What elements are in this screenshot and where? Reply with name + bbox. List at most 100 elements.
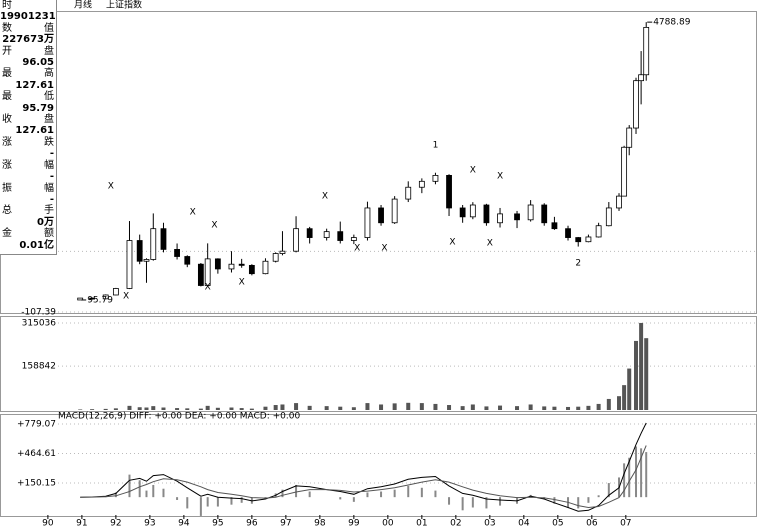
volume-bar	[103, 408, 108, 410]
info-value: 96.05	[22, 57, 54, 69]
x-tick-label: 02	[450, 519, 461, 528]
candle-body	[262, 260, 269, 275]
info-value: -	[49, 171, 54, 183]
candle-body	[459, 207, 466, 218]
candle-body	[279, 250, 286, 254]
info-value: 227673万	[2, 34, 54, 46]
x-tick-label: 96	[246, 519, 258, 528]
info-label: 振幅	[2, 182, 54, 194]
candle-body	[514, 213, 520, 221]
annotation: X	[487, 239, 493, 249]
x-tick-label: 95	[212, 519, 223, 528]
volume-bar	[249, 408, 254, 410]
candle-body	[197, 263, 204, 286]
volume-bar	[576, 406, 581, 410]
volume-bar	[406, 402, 411, 410]
candle-body	[469, 204, 476, 218]
annotation: X	[205, 282, 211, 292]
candle-body	[595, 225, 602, 238]
volume-bar	[419, 403, 424, 410]
info-value: -	[49, 193, 54, 205]
volume-bar	[215, 407, 220, 410]
candle-body	[483, 204, 490, 224]
candle-body	[643, 26, 650, 76]
volume-bar	[617, 396, 622, 410]
x-tick-label: 07	[620, 519, 631, 528]
x-tick-label: 90	[42, 519, 54, 528]
y-tick-label: +464.61	[17, 449, 56, 459]
candle-body	[102, 294, 109, 300]
info-value: 0万	[37, 216, 54, 228]
x-tick-label: 94	[178, 519, 190, 528]
candle-body	[293, 228, 299, 252]
candle-body	[136, 240, 143, 262]
info-label: 总手	[2, 205, 54, 217]
volume-bar	[144, 407, 149, 410]
volume-bar	[263, 406, 268, 410]
candle-body	[184, 256, 191, 265]
info-value: 95.79	[22, 102, 54, 114]
volume-bar	[596, 403, 601, 410]
candle-body	[432, 174, 439, 182]
x-tick-label: 01	[416, 519, 427, 528]
candle-body	[89, 297, 95, 300]
candle-body	[228, 263, 235, 270]
volume-bar	[566, 406, 571, 410]
volume-bar	[552, 406, 557, 410]
candle-body	[527, 204, 534, 221]
annotation: 2	[575, 259, 581, 269]
candle-body	[621, 146, 628, 197]
volume-bar	[175, 408, 180, 410]
y-tick-label: -107.39	[21, 308, 56, 318]
x-tick-label: 05	[552, 519, 563, 528]
candle-body	[616, 195, 622, 209]
info-label: 开盘	[2, 45, 54, 57]
volume-bar	[622, 385, 627, 410]
candle-body	[150, 228, 157, 260]
info-value: -	[49, 148, 54, 160]
annotation: X	[497, 171, 503, 181]
candle-body	[337, 231, 344, 241]
candle-body	[364, 207, 371, 238]
x-tick-label: 93	[144, 519, 155, 528]
annotation: X	[354, 243, 360, 253]
period-tab[interactable]: 月线	[74, 0, 92, 11]
volume-bar	[433, 403, 438, 410]
volume-bar	[307, 405, 312, 410]
volume-bar	[198, 408, 203, 410]
annotation: X	[322, 192, 328, 202]
candle-body	[248, 264, 255, 275]
volume-bar	[515, 406, 520, 410]
volume-bar	[542, 406, 547, 410]
info-label: 涨幅	[2, 159, 54, 171]
info-value: 0.01亿	[19, 239, 54, 251]
info-label: 最低	[2, 91, 54, 103]
candle-body	[497, 213, 503, 224]
annotation: X	[239, 277, 245, 287]
candle-body	[323, 231, 330, 238]
x-tick-label: 04	[518, 519, 530, 528]
candle-body	[378, 207, 384, 224]
info-value: 127.61	[15, 125, 54, 137]
info-label: 收盘	[2, 114, 54, 126]
y-tick-label: +150.15	[17, 479, 56, 489]
y-tick-label: +779.07	[17, 420, 56, 430]
volume-bar	[137, 407, 142, 410]
volume-bar	[127, 405, 132, 410]
volume-bar	[239, 408, 244, 410]
macd-title: MACD(12,26,9) DIFF: +0.00 DEA: +0.00 MAC…	[58, 412, 300, 422]
volume-bar	[280, 404, 285, 410]
volume-bar	[324, 406, 329, 410]
candle-body	[605, 207, 612, 227]
annotation: 4788.89	[653, 18, 690, 28]
volume-bar	[586, 405, 591, 410]
price-panel	[0, 11, 757, 314]
diff-line	[80, 422, 647, 512]
candle-body	[204, 258, 211, 286]
annotation: X	[381, 243, 387, 253]
candle-body	[306, 228, 313, 238]
annotation: X	[211, 221, 217, 231]
info-value: 19901231	[0, 11, 56, 23]
annotation: X	[449, 238, 455, 248]
x-tick-label: 00	[382, 519, 394, 528]
